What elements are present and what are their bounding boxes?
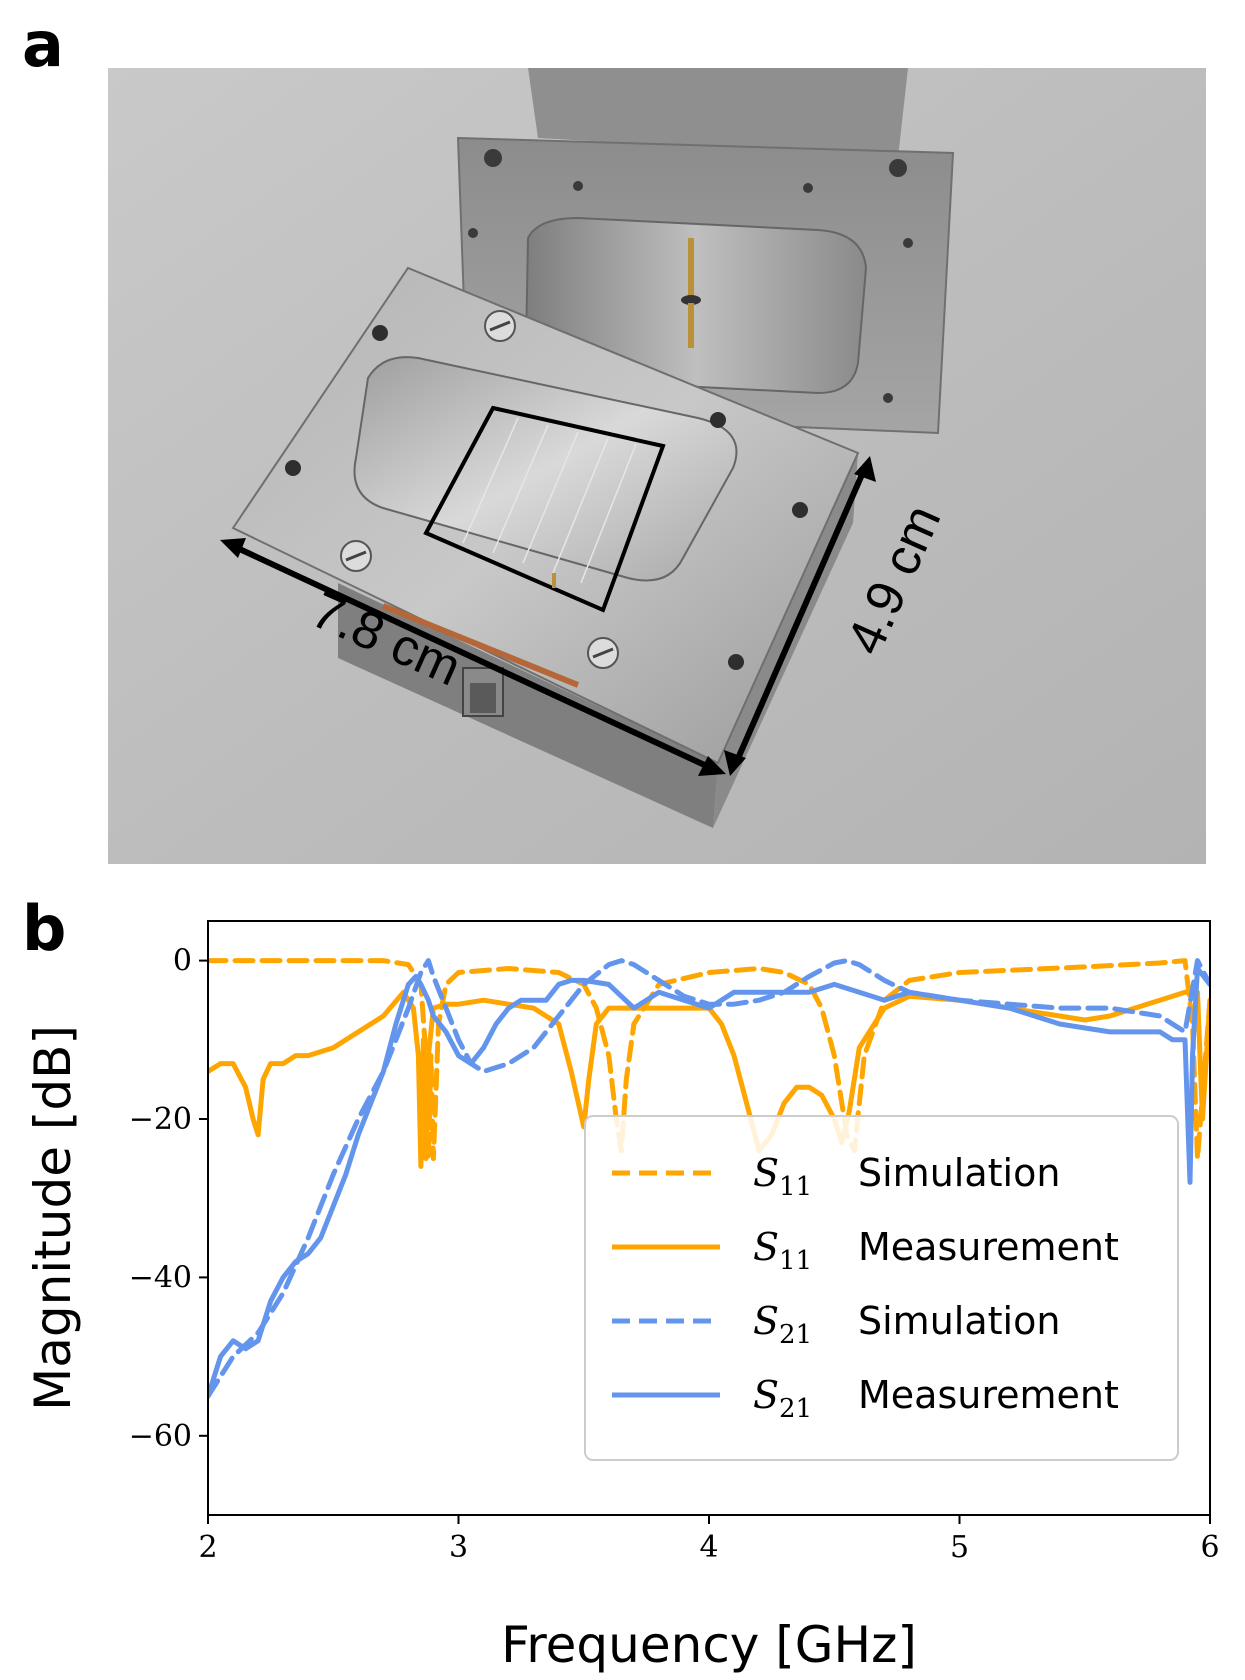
s-parameter-chart: 2 3 4 5 6 0 −20 −40 −60 Frequency [GHz] Magnitud… <box>24 920 1220 1674</box>
legend-label: Measurement <box>858 1225 1119 1269</box>
plot-lines <box>208 958 1210 1399</box>
legend-label: Simulation <box>858 1151 1060 1195</box>
x-axis-title: Frequency [GHz] <box>501 1616 917 1674</box>
dimension-height <box>724 456 876 776</box>
x-tick-label: 5 <box>950 1530 969 1565</box>
legend-label: Simulation <box>858 1299 1060 1343</box>
cavity-photo: 7.8 cm 4.9 cm <box>108 68 1206 864</box>
axis-ticks: 2 3 4 5 6 0 −20 −40 −60 <box>129 944 1220 1565</box>
x-tick-label: 4 <box>699 1530 718 1565</box>
y-tick-label: −20 <box>129 1102 192 1137</box>
panel-b-label: b <box>22 892 67 965</box>
y-axis-title: Magnitude [dB] <box>24 1025 82 1411</box>
legend-box <box>584 1115 1179 1461</box>
dimension-width <box>220 538 726 776</box>
y-tick-label: −40 <box>129 1260 192 1295</box>
series-line-s21-measurement <box>208 966 1210 1399</box>
chip-outline <box>423 405 666 613</box>
y-tick-label: 0 <box>173 944 192 979</box>
legend-label: Measurement <box>858 1373 1119 1417</box>
y-tick-label: −60 <box>129 1419 192 1454</box>
x-tick-label: 6 <box>1200 1530 1219 1565</box>
panel-a-label: a <box>22 8 64 81</box>
x-tick-label: 2 <box>198 1530 217 1565</box>
x-tick-label: 3 <box>449 1530 468 1565</box>
